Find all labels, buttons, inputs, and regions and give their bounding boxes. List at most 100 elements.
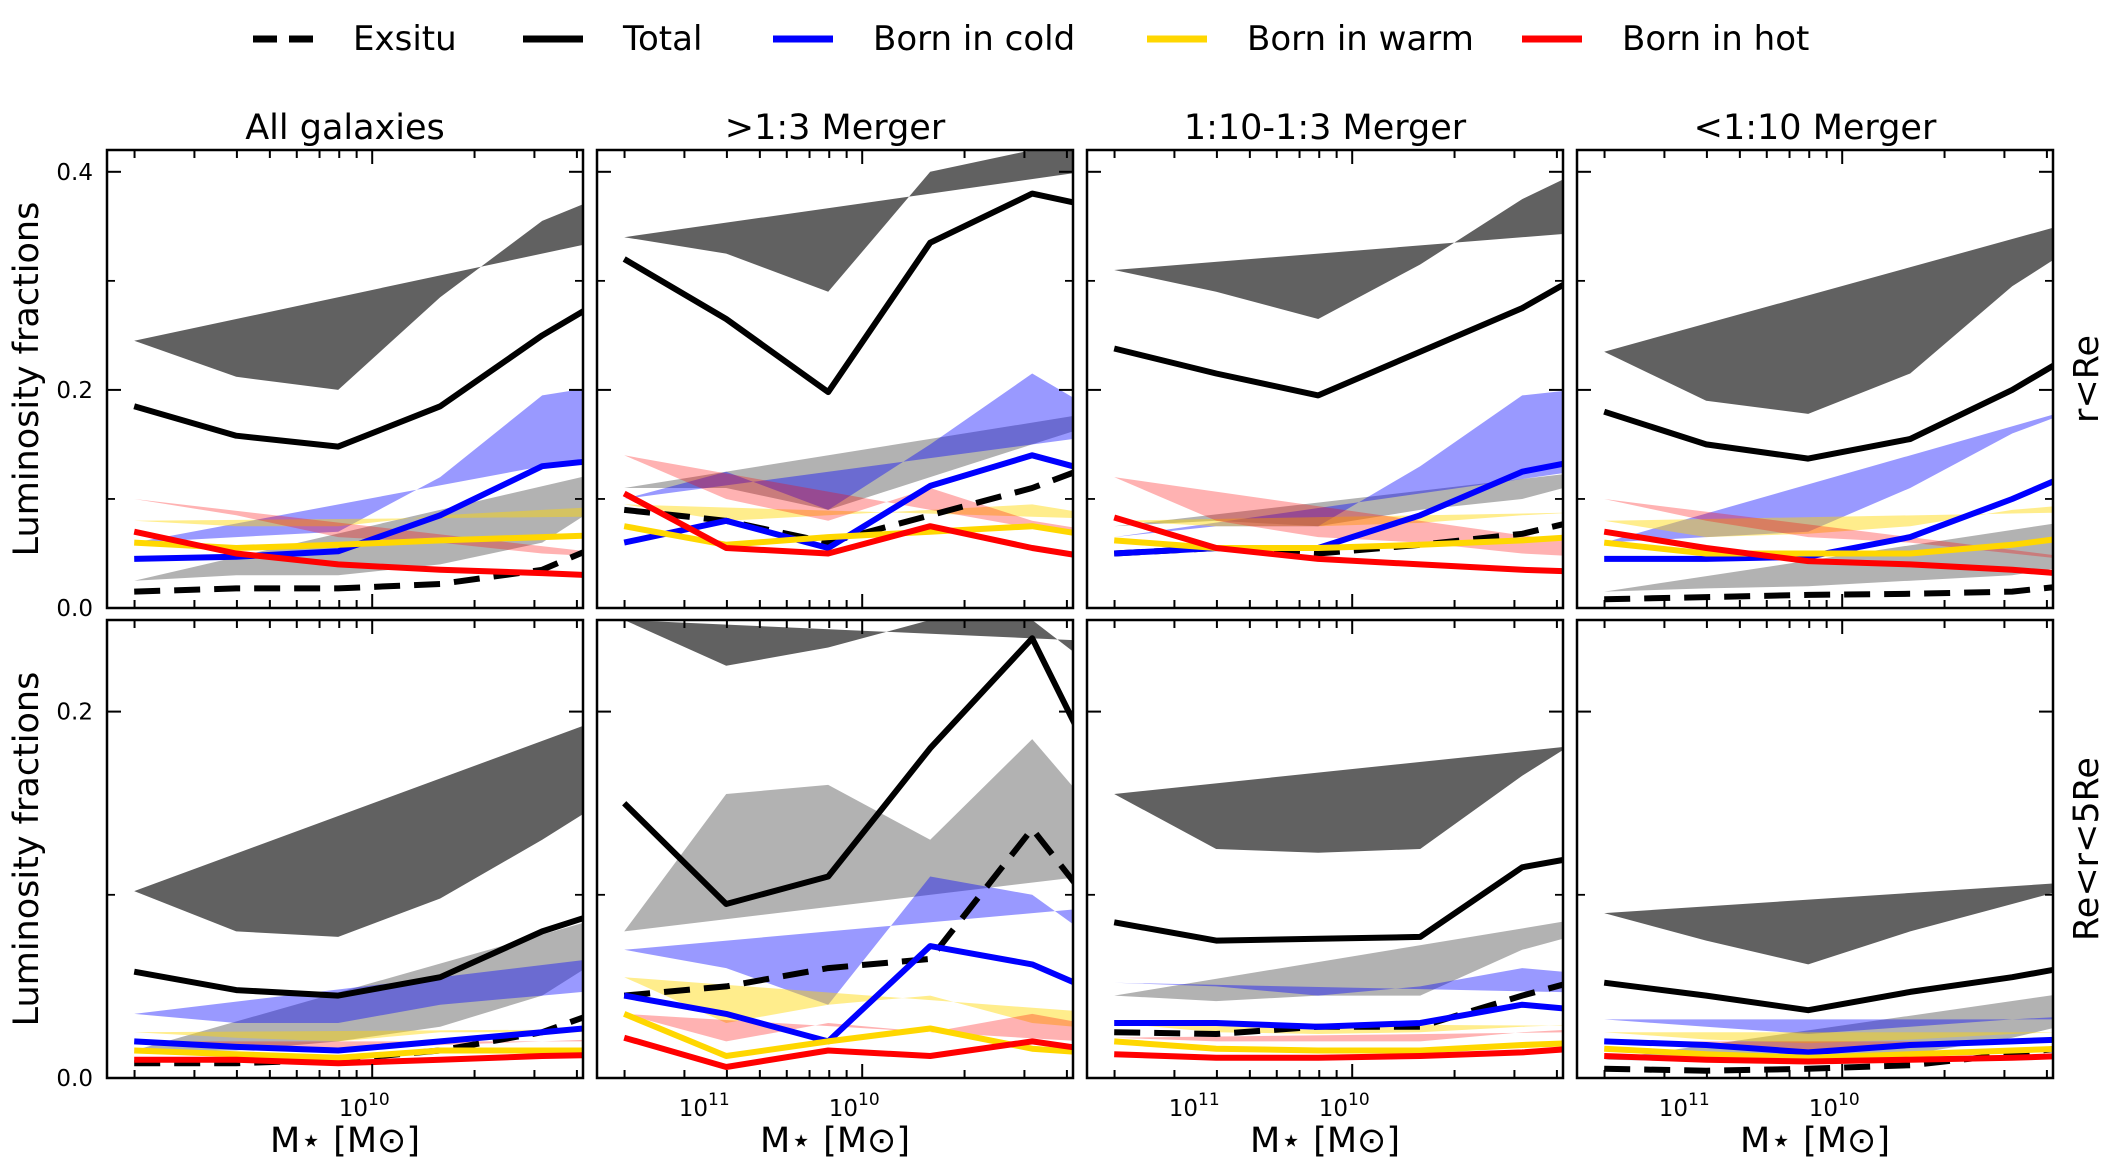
line-total-0-1 bbox=[622, 190, 1073, 396]
xtick-label: 1010 bbox=[829, 1090, 880, 1122]
panel-frame-0-1 bbox=[595, 148, 1075, 610]
line-hot-0-3 bbox=[1603, 528, 2053, 576]
line-warm-1-2 bbox=[1113, 1038, 1563, 1054]
band-total-1-1 bbox=[624, 620, 1073, 666]
legend-label-1: Total bbox=[622, 19, 702, 59]
panel-0-3: <1:10 Merger bbox=[1575, 108, 2055, 610]
xtick-label: 1011 bbox=[679, 1090, 730, 1122]
panel-frame-0-0 bbox=[105, 148, 585, 610]
line-cold-1-1 bbox=[623, 943, 1073, 1045]
row-label-1: Re<r<5Re bbox=[2067, 757, 2107, 941]
line-warm-1-1 bbox=[623, 1011, 1073, 1059]
band-hot-1-1 bbox=[624, 1013, 1073, 1042]
axis-labels: Luminosity fractions r<Re Luminosity fract… bbox=[7, 202, 2107, 1027]
x-axis-label: M⋆ [M⊙] bbox=[1740, 1121, 1890, 1161]
band-exsitu-1-0 bbox=[134, 922, 583, 1051]
line-cold-1-2 bbox=[1114, 1001, 1563, 1030]
line-hot-0-2 bbox=[1113, 514, 1563, 575]
ytick-label: 0.2 bbox=[56, 378, 93, 404]
band-warm-1-3 bbox=[1604, 1032, 2053, 1044]
line-warm-0-3 bbox=[1603, 536, 2053, 557]
line-exsitu-0-0 bbox=[134, 549, 583, 595]
band-cold-0-2 bbox=[1114, 391, 1563, 538]
x-axis-label: M⋆ [M⊙] bbox=[1250, 1121, 1400, 1161]
line-total-1-3 bbox=[1603, 966, 2053, 1014]
band-warm-0-3 bbox=[1604, 506, 2053, 538]
band-exsitu-1-1 bbox=[624, 739, 1073, 932]
panel-1-0: 0.0 0.2 1010 1011 M⋆ [M⊙] bbox=[56, 618, 730, 1161]
legend-label-2: Born in cold bbox=[873, 19, 1075, 59]
line-exsitu-0-3 bbox=[1604, 584, 2053, 603]
line-exsitu-1-1 bbox=[623, 825, 1073, 999]
y-axis-label-1: Luminosity fractions bbox=[7, 672, 47, 1027]
panel-frame-0-2 bbox=[1085, 148, 1565, 610]
line-hot-1-2 bbox=[1114, 1046, 1563, 1061]
legend-label-4: Born in hot bbox=[1622, 19, 1809, 59]
line-hot-1-0 bbox=[134, 1052, 583, 1067]
panel-frame-1-3 bbox=[1575, 618, 2055, 1080]
legend: Exsitu Total Born in cold Born in warm Born … bbox=[253, 19, 1809, 59]
band-warm-0-0 bbox=[134, 507, 583, 527]
panel-0-1: >1:3 Merger bbox=[595, 108, 1075, 610]
band-total-1-0 bbox=[134, 725, 583, 937]
panel-1-1: 1010 1011 M⋆ [M⊙] bbox=[595, 618, 1220, 1161]
line-warm-0-0 bbox=[134, 532, 583, 551]
line-exsitu-1-2 bbox=[1114, 981, 1563, 1037]
line-cold-0-1 bbox=[623, 452, 1073, 551]
column-title-1: >1:3 Merger bbox=[725, 108, 946, 148]
panel-1-3: 1010 1011 M⋆ [M⊙] bbox=[1575, 618, 2055, 1161]
ytick-label: 0.0 bbox=[56, 1066, 93, 1092]
band-hot-0-2 bbox=[1114, 477, 1563, 556]
line-cold-0-3 bbox=[1604, 478, 2053, 562]
band-cold-0-3 bbox=[1604, 414, 2053, 543]
line-total-1-2 bbox=[1113, 856, 1563, 944]
band-total-0-2 bbox=[1114, 179, 1563, 319]
band-cold-1-1 bbox=[624, 876, 1073, 1005]
panel-frame-1-2 bbox=[1085, 618, 1565, 1080]
line-cold-0-0 bbox=[134, 458, 583, 562]
panel-frame-0-3 bbox=[1575, 148, 2055, 610]
band-exsitu-0-2 bbox=[1114, 474, 1563, 527]
line-hot-0-1 bbox=[622, 490, 1073, 558]
line-total-0-3 bbox=[1603, 362, 2053, 462]
line-total-0-0 bbox=[133, 307, 583, 450]
panel-0-0: 0.0 0.2 0.4 All galaxies bbox=[56, 108, 585, 622]
band-total-1-2 bbox=[1114, 746, 1563, 853]
band-hot-0-1 bbox=[624, 455, 1073, 536]
band-exsitu-0-1 bbox=[624, 416, 1073, 510]
row-label-0: r<Re bbox=[2067, 335, 2107, 423]
xtick-label: 1010 bbox=[1319, 1090, 1370, 1122]
line-hot-1-1 bbox=[623, 1034, 1073, 1070]
legend-label-0: Exsitu bbox=[353, 19, 457, 59]
line-total-0-2 bbox=[1113, 281, 1563, 399]
line-warm-1-0 bbox=[134, 1047, 583, 1061]
line-hot-1-3 bbox=[1604, 1053, 2053, 1065]
ytick-label: 0.0 bbox=[56, 596, 93, 622]
panel-1-2: 1010 1011 M⋆ [M⊙] bbox=[1085, 618, 1710, 1161]
band-cold-1-3 bbox=[1604, 1017, 2053, 1034]
band-hot-0-3 bbox=[1604, 499, 2053, 558]
band-total-0-0 bbox=[134, 204, 583, 390]
line-cold-1-0 bbox=[134, 1025, 583, 1054]
panels: 0.0 0.2 0.4 All galaxies >1:3 Merger 1:10-1:3… bbox=[56, 108, 2055, 1161]
band-total-0-3 bbox=[1604, 227, 2053, 414]
column-title-0: All galaxies bbox=[245, 108, 445, 148]
band-warm-0-2 bbox=[1114, 512, 1563, 527]
legend-label-3: Born in warm bbox=[1247, 19, 1474, 59]
band-warm-1-0 bbox=[134, 1029, 583, 1042]
y-axis-label-0: Luminosity fractions bbox=[7, 202, 47, 557]
panel-frame-1-1 bbox=[595, 618, 1075, 1080]
panel-frame-1-0 bbox=[105, 618, 585, 1080]
band-exsitu-0-3 bbox=[1604, 523, 2053, 592]
band-hot-1-2 bbox=[1114, 1030, 1563, 1042]
band-cold-0-0 bbox=[134, 388, 583, 543]
band-total-1-3 bbox=[1604, 883, 2053, 965]
band-exsitu-1-2 bbox=[1114, 921, 1563, 1002]
x-axis-label: M⋆ [M⊙] bbox=[760, 1121, 910, 1161]
xtick-label: 1011 bbox=[1169, 1090, 1220, 1122]
band-cold-1-2 bbox=[1114, 968, 1563, 996]
xtick-label: 1011 bbox=[1659, 1090, 1710, 1122]
line-exsitu-1-0 bbox=[134, 1014, 583, 1067]
ytick-label: 0.2 bbox=[56, 700, 93, 726]
